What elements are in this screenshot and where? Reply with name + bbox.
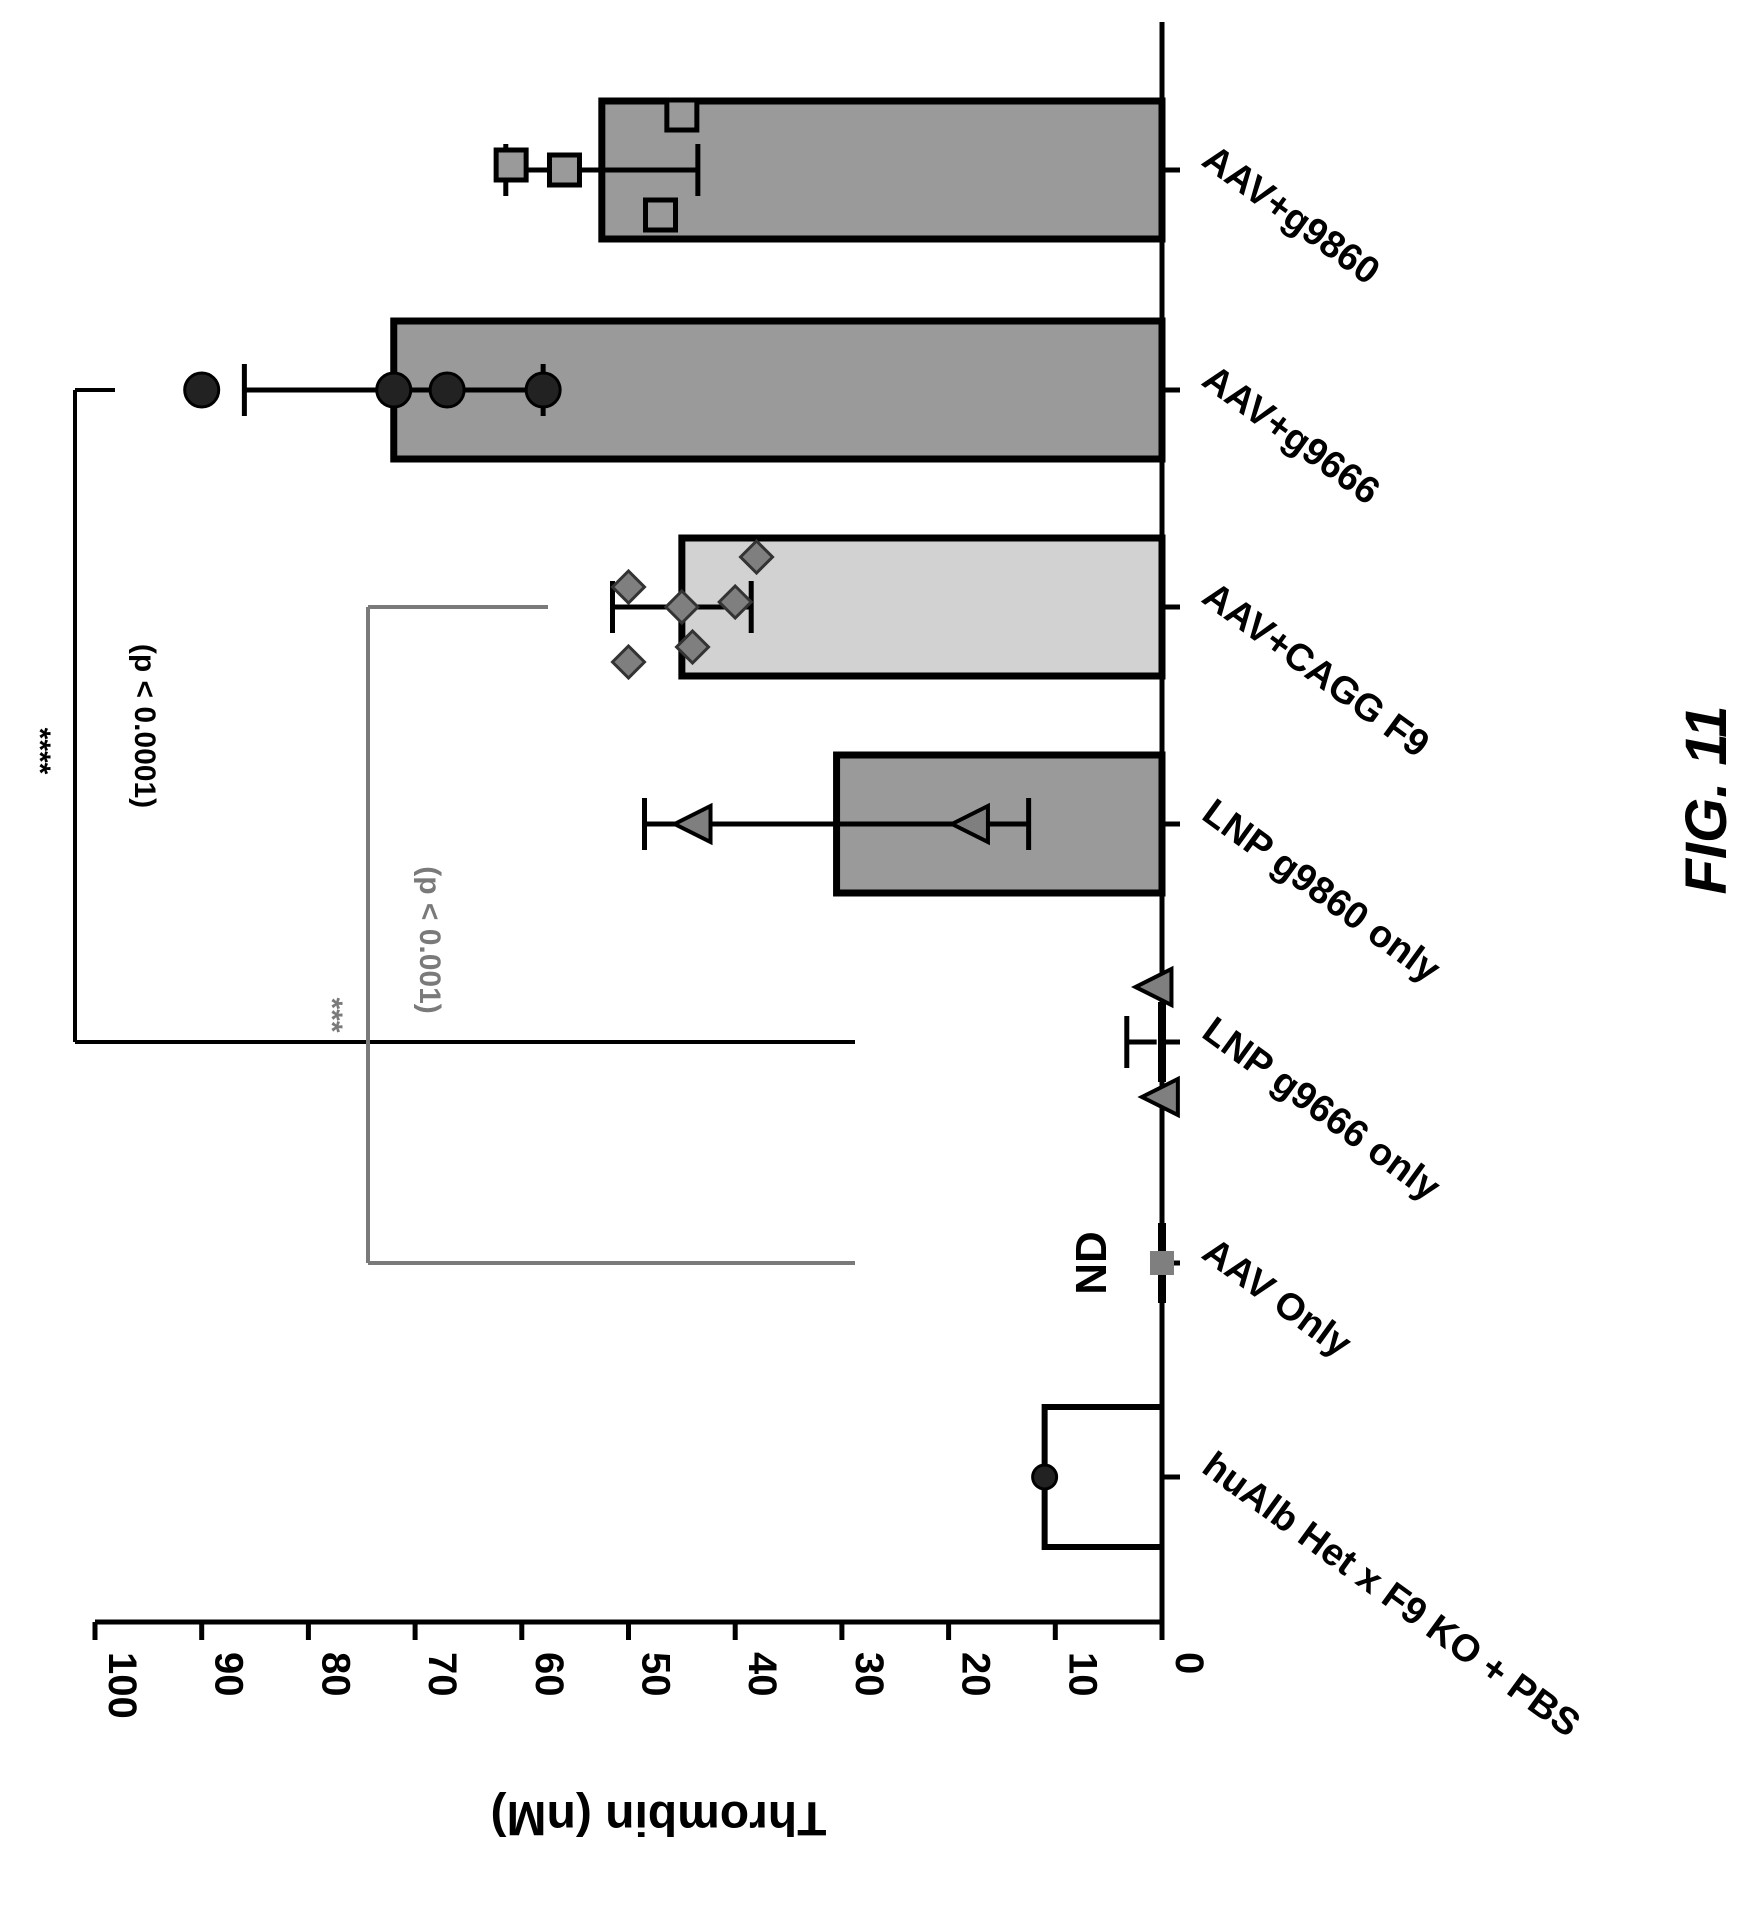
data-point-circle <box>524 371 562 409</box>
data-point-circle <box>428 371 466 409</box>
value-tick-label: 20 <box>954 1652 998 1697</box>
data-point-diamond <box>738 538 775 576</box>
value-tick-label: 10 <box>1060 1652 1104 1697</box>
p-value-label: (p < 0.001) <box>413 866 446 1014</box>
data-points <box>183 97 1180 1491</box>
p-value-label: (p < 0.0001) <box>128 644 161 808</box>
data-point-triangle <box>1130 965 1174 1009</box>
data-point-diamond <box>663 588 700 626</box>
category-label: AAV+g9666 <box>1195 357 1387 513</box>
category-label: AAV+g9860 <box>1195 137 1387 293</box>
not-detected-label: ND <box>1067 1231 1116 1295</box>
data-point-circle <box>183 371 221 409</box>
category-label: huAlb Het x F9 KO + PBS <box>1195 1444 1588 1745</box>
data-point-diamond <box>674 628 711 666</box>
data-point-triangle <box>1137 1075 1180 1119</box>
data-point-circle <box>375 371 413 409</box>
data-point-square <box>493 147 529 183</box>
category-label: AAV Only <box>1195 1230 1359 1365</box>
significance-stars: **** <box>23 728 56 775</box>
value-tick-label: 70 <box>420 1652 464 1697</box>
data-point-triangle <box>947 802 990 846</box>
value-tick-label: 50 <box>634 1652 678 1697</box>
category-label: LNP g9666 only <box>1195 1009 1448 1209</box>
data-point-triangle <box>670 802 713 846</box>
data-point-square <box>1150 1251 1174 1275</box>
bar-outline <box>1041 1404 1162 1550</box>
data-point-square <box>643 197 679 233</box>
value-tick-label: 0 <box>1167 1652 1211 1674</box>
figure-label: FIG. 11 <box>1674 705 1739 894</box>
data-point-diamond <box>610 643 647 681</box>
data-point-square <box>664 97 700 133</box>
value-axis-title: Thrombin (nM) <box>491 1791 827 1844</box>
value-tick-label: 100 <box>100 1652 144 1719</box>
category-label: AAV+CAGG F9 <box>1195 574 1437 766</box>
category-label: LNP g9860 only <box>1195 791 1448 991</box>
axis-layer: 0 10 20 30 40 50 60 70 80 90 100 <box>92 22 1211 1719</box>
data-point-square <box>546 152 582 188</box>
significance-stars: *** <box>315 997 348 1032</box>
value-tick-label: 60 <box>527 1652 571 1697</box>
comparison-brackets <box>73 388 855 1265</box>
value-tick-label: 90 <box>207 1652 251 1697</box>
value-tick-label: 40 <box>740 1652 784 1697</box>
data-point-diamond <box>610 568 647 606</box>
value-tick-label: 30 <box>847 1652 891 1697</box>
value-tick-label: 80 <box>313 1652 357 1697</box>
data-point-circle <box>1031 1463 1059 1491</box>
data-point-diamond <box>717 583 754 621</box>
